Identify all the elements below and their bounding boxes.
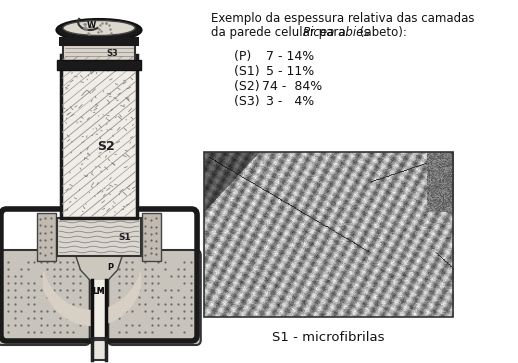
Text: Picea abies: Picea abies — [303, 26, 369, 39]
Polygon shape — [73, 248, 125, 288]
Text: P: P — [107, 264, 113, 273]
Text: da parede celular para: da parede celular para — [211, 26, 349, 39]
Text: Exemplo da espessura relativa das camadas: Exemplo da espessura relativa das camada… — [211, 12, 474, 25]
Bar — [63, 45, 135, 61]
Bar — [64, 46, 134, 60]
FancyBboxPatch shape — [0, 250, 90, 345]
Bar — [59, 37, 139, 46]
Bar — [92, 338, 106, 360]
Text: (P): (P) — [234, 50, 260, 63]
Text: LM: LM — [93, 287, 105, 297]
Text: S1 - microfibrilas: S1 - microfibrilas — [272, 331, 385, 344]
Text: 3 -   4%: 3 - 4% — [262, 95, 314, 108]
Ellipse shape — [63, 20, 135, 36]
Ellipse shape — [56, 19, 141, 41]
Text: S2: S2 — [97, 139, 116, 152]
Text: W: W — [87, 21, 96, 30]
Bar — [142, 213, 161, 261]
Text: 5 - 11%: 5 - 11% — [262, 65, 314, 78]
Text: (S1): (S1) — [234, 65, 264, 78]
Bar — [61, 55, 137, 218]
Bar — [57, 218, 140, 256]
Text: 7 - 14%: 7 - 14% — [262, 50, 314, 63]
Bar — [93, 280, 106, 342]
Text: 74 -  84%: 74 - 84% — [262, 80, 322, 93]
Bar — [37, 213, 55, 261]
Bar — [62, 56, 136, 217]
Text: (S3): (S3) — [234, 95, 264, 108]
Text: (S2): (S2) — [234, 80, 264, 93]
Text: S1: S1 — [119, 232, 131, 241]
Bar — [92, 282, 106, 337]
Text: LM: LM — [93, 287, 105, 297]
Bar — [57, 60, 140, 70]
Text: (abeto):: (abeto): — [356, 26, 407, 39]
FancyBboxPatch shape — [108, 250, 201, 345]
Bar — [204, 152, 453, 317]
Text: S3: S3 — [106, 49, 118, 57]
